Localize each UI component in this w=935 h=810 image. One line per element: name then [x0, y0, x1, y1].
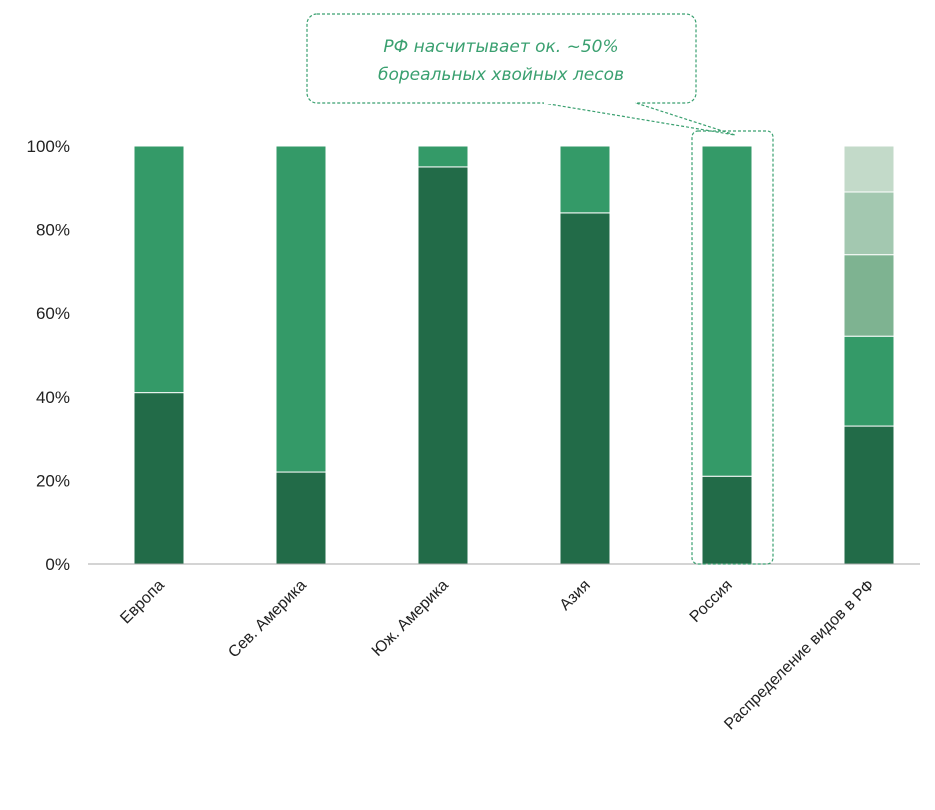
bar-segment	[701, 145, 753, 477]
callout-line-1: РФ насчитывает ок. ~50%	[383, 37, 618, 57]
russia-highlight-box	[691, 130, 774, 565]
y-tick-label: 80%	[36, 221, 70, 240]
callout: РФ насчитывает ок. ~50% бореальных хвойн…	[306, 13, 736, 136]
callout-line-2: бореальных хвойных лесов	[378, 65, 624, 85]
y-tick-label: 20%	[36, 471, 70, 490]
bar-segment	[275, 471, 327, 565]
y-tick-label: 0%	[45, 555, 70, 574]
bar-segment	[843, 254, 895, 337]
x-tick-label: Азия	[557, 577, 594, 614]
callout-box	[306, 13, 697, 104]
bar-segment	[843, 335, 895, 427]
x-tick-label: Сев. Америка	[225, 577, 310, 662]
y-axis: 0% 20% 40% 60% 80% 100%	[27, 137, 70, 574]
bar-segment	[559, 145, 611, 214]
bar-segment	[417, 166, 469, 565]
bar-segment	[275, 145, 327, 473]
x-tick-label: Юж. Америка	[369, 577, 452, 660]
bar-segment	[559, 212, 611, 565]
y-tick-label: 60%	[36, 304, 70, 323]
bar-segment	[133, 145, 185, 394]
bars	[133, 145, 895, 565]
bar-segment	[133, 392, 185, 565]
x-tick-label: Распределение видов в РФ	[721, 577, 878, 734]
bar-segment	[843, 145, 895, 193]
bar-segment	[843, 425, 895, 565]
callout-pointer	[542, 102, 736, 136]
x-labels: Европа Сев. Америка Юж. Америка Азия РоссияР…	[117, 577, 878, 734]
bar-segment	[701, 475, 753, 565]
y-tick-label: 40%	[36, 388, 70, 407]
bar-segment	[417, 145, 469, 168]
x-tick-label: Россия	[687, 577, 736, 626]
y-tick-label: 100%	[27, 137, 70, 156]
bar-segment	[843, 191, 895, 256]
x-tick-label: Европа	[117, 577, 168, 628]
